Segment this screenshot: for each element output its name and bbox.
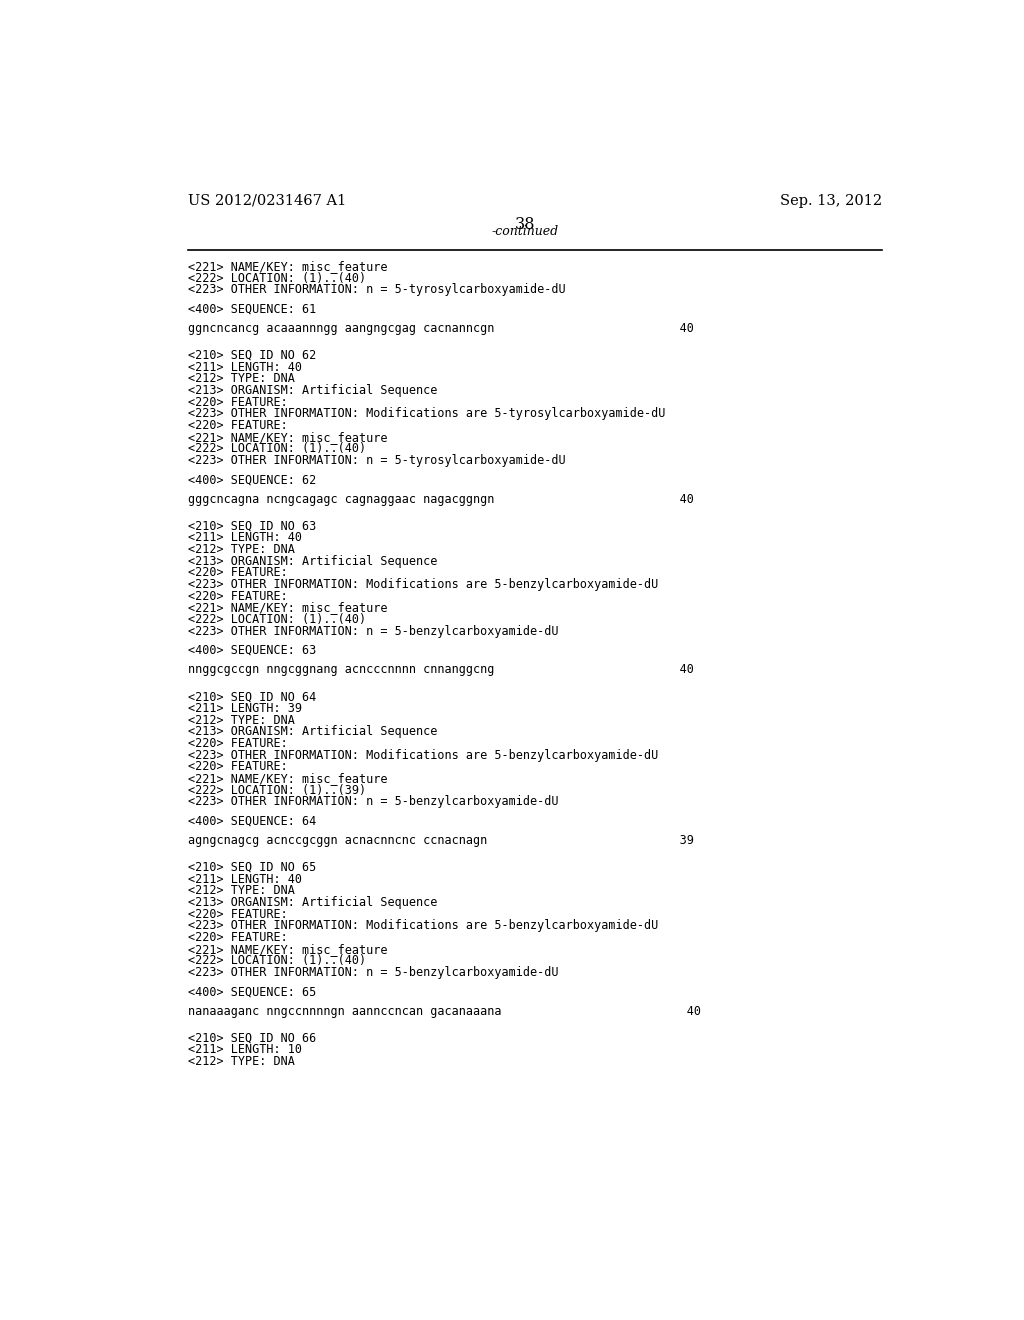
Text: <221> NAME/KEY: misc_feature: <221> NAME/KEY: misc_feature [187,602,387,614]
Text: <222> LOCATION: (1)..(40): <222> LOCATION: (1)..(40) [187,954,366,968]
Text: <212> TYPE: DNA: <212> TYPE: DNA [187,884,294,898]
Text: -continued: -continued [492,224,558,238]
Text: <221> NAME/KEY: misc_feature: <221> NAME/KEY: misc_feature [187,430,387,444]
Text: 38: 38 [514,216,536,234]
Text: <213> ORGANISM: Artificial Sequence: <213> ORGANISM: Artificial Sequence [187,384,437,397]
Text: ggncncancg acaaannngg aangngcgag cacnanncgn                          40: ggncncancg acaaannngg aangngcgag cacnann… [187,322,693,335]
Text: <400> SEQUENCE: 62: <400> SEQUENCE: 62 [187,474,315,486]
Text: <211> LENGTH: 40: <211> LENGTH: 40 [187,873,301,886]
Text: <221> NAME/KEY: misc_feature: <221> NAME/KEY: misc_feature [187,942,387,956]
Text: <212> TYPE: DNA: <212> TYPE: DNA [187,372,294,385]
Text: <400> SEQUENCE: 61: <400> SEQUENCE: 61 [187,302,315,315]
Text: agngcnagcg acnccgcggn acnacnncnc ccnacnagn                           39: agngcnagcg acnccgcggn acnacnncnc ccnacna… [187,834,693,847]
Text: <212> TYPE: DNA: <212> TYPE: DNA [187,1055,294,1068]
Text: <400> SEQUENCE: 64: <400> SEQUENCE: 64 [187,814,315,828]
Text: <221> NAME/KEY: misc_feature: <221> NAME/KEY: misc_feature [187,772,387,785]
Text: <213> ORGANISM: Artificial Sequence: <213> ORGANISM: Artificial Sequence [187,554,437,568]
Text: <220> FEATURE:: <220> FEATURE: [187,418,288,432]
Text: <223> OTHER INFORMATION: Modifications are 5-benzylcarboxyamide-dU: <223> OTHER INFORMATION: Modifications a… [187,578,657,591]
Text: <220> FEATURE:: <220> FEATURE: [187,908,288,920]
Text: <212> TYPE: DNA: <212> TYPE: DNA [187,714,294,726]
Text: <222> LOCATION: (1)..(40): <222> LOCATION: (1)..(40) [187,272,366,285]
Text: <223> OTHER INFORMATION: n = 5-benzylcarboxyamide-dU: <223> OTHER INFORMATION: n = 5-benzylcar… [187,966,558,979]
Text: US 2012/0231467 A1: US 2012/0231467 A1 [187,194,346,209]
Text: <213> ORGANISM: Artificial Sequence: <213> ORGANISM: Artificial Sequence [187,896,437,909]
Text: <400> SEQUENCE: 63: <400> SEQUENCE: 63 [187,644,315,657]
Text: <223> OTHER INFORMATION: n = 5-benzylcarboxyamide-dU: <223> OTHER INFORMATION: n = 5-benzylcar… [187,624,558,638]
Text: <210> SEQ ID NO 62: <210> SEQ ID NO 62 [187,348,315,362]
Text: <210> SEQ ID NO 64: <210> SEQ ID NO 64 [187,690,315,704]
Text: <210> SEQ ID NO 63: <210> SEQ ID NO 63 [187,520,315,532]
Text: <222> LOCATION: (1)..(39): <222> LOCATION: (1)..(39) [187,784,366,797]
Text: nanaaaganc nngccnnnngn aannccncan gacanaaana                          40: nanaaaganc nngccnnnngn aannccncan gacana… [187,1005,700,1018]
Text: <400> SEQUENCE: 65: <400> SEQUENCE: 65 [187,985,315,998]
Text: <210> SEQ ID NO 65: <210> SEQ ID NO 65 [187,861,315,874]
Text: <223> OTHER INFORMATION: n = 5-tyrosylcarboxyamide-dU: <223> OTHER INFORMATION: n = 5-tyrosylca… [187,454,565,467]
Text: <213> ORGANISM: Artificial Sequence: <213> ORGANISM: Artificial Sequence [187,725,437,738]
Text: <221> NAME/KEY: misc_feature: <221> NAME/KEY: misc_feature [187,260,387,273]
Text: <212> TYPE: DNA: <212> TYPE: DNA [187,543,294,556]
Text: <220> FEATURE:: <220> FEATURE: [187,931,288,944]
Text: gggcncagna ncngcagagc cagnaggaac nagacggngn                          40: gggcncagna ncngcagagc cagnaggaac nagacgg… [187,492,693,506]
Text: <220> FEATURE:: <220> FEATURE: [187,566,288,579]
Text: <220> FEATURE:: <220> FEATURE: [187,737,288,750]
Text: <222> LOCATION: (1)..(40): <222> LOCATION: (1)..(40) [187,442,366,455]
Text: <223> OTHER INFORMATION: n = 5-tyrosylcarboxyamide-dU: <223> OTHER INFORMATION: n = 5-tyrosylca… [187,284,565,297]
Text: <211> LENGTH: 40: <211> LENGTH: 40 [187,531,301,544]
Text: <220> FEATURE:: <220> FEATURE: [187,396,288,409]
Text: <223> OTHER INFORMATION: Modifications are 5-benzylcarboxyamide-dU: <223> OTHER INFORMATION: Modifications a… [187,748,657,762]
Text: <211> LENGTH: 40: <211> LENGTH: 40 [187,360,301,374]
Text: <211> LENGTH: 10: <211> LENGTH: 10 [187,1043,301,1056]
Text: nnggcgccgn nngcggnang acncccnnnn cnnanggcng                          40: nnggcgccgn nngcggnang acncccnnnn cnnangg… [187,663,693,676]
Text: Sep. 13, 2012: Sep. 13, 2012 [780,194,882,209]
Text: <223> OTHER INFORMATION: Modifications are 5-tyrosylcarboxyamide-dU: <223> OTHER INFORMATION: Modifications a… [187,408,665,420]
Text: <220> FEATURE:: <220> FEATURE: [187,590,288,603]
Text: <222> LOCATION: (1)..(40): <222> LOCATION: (1)..(40) [187,612,366,626]
Text: <211> LENGTH: 39: <211> LENGTH: 39 [187,702,301,715]
Text: <220> FEATURE:: <220> FEATURE: [187,760,288,774]
Text: <210> SEQ ID NO 66: <210> SEQ ID NO 66 [187,1031,315,1044]
Text: <223> OTHER INFORMATION: n = 5-benzylcarboxyamide-dU: <223> OTHER INFORMATION: n = 5-benzylcar… [187,796,558,808]
Text: <223> OTHER INFORMATION: Modifications are 5-benzylcarboxyamide-dU: <223> OTHER INFORMATION: Modifications a… [187,919,657,932]
